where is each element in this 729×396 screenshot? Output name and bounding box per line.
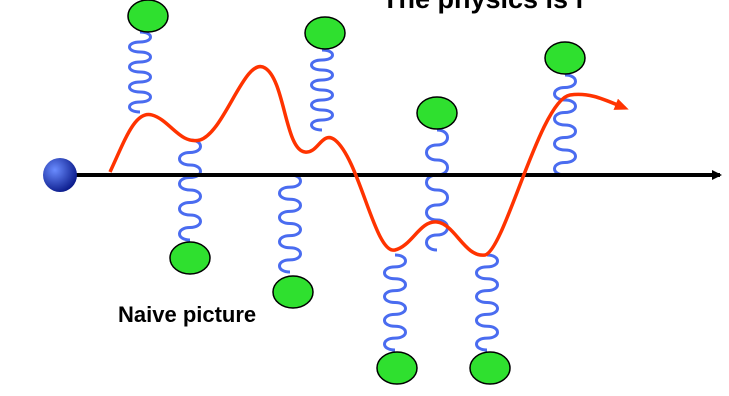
mass: [545, 42, 585, 74]
spring: [130, 32, 151, 112]
spring: [312, 50, 333, 130]
mass: [377, 352, 417, 384]
spring: [180, 140, 201, 240]
spring: [555, 75, 576, 175]
spring: [477, 255, 498, 350]
title: The physics is i: [382, 0, 583, 14]
mass: [417, 97, 457, 129]
mass: [170, 242, 210, 274]
diagram: The physics is i Naive picture: [0, 0, 729, 396]
mass: [470, 352, 510, 384]
mass: [273, 276, 313, 308]
spring: [427, 130, 448, 250]
mass: [305, 17, 345, 49]
particle: [43, 158, 77, 192]
spring: [385, 255, 406, 350]
spring: [280, 175, 301, 272]
mass: [128, 0, 168, 32]
caption: Naive picture: [118, 302, 256, 327]
